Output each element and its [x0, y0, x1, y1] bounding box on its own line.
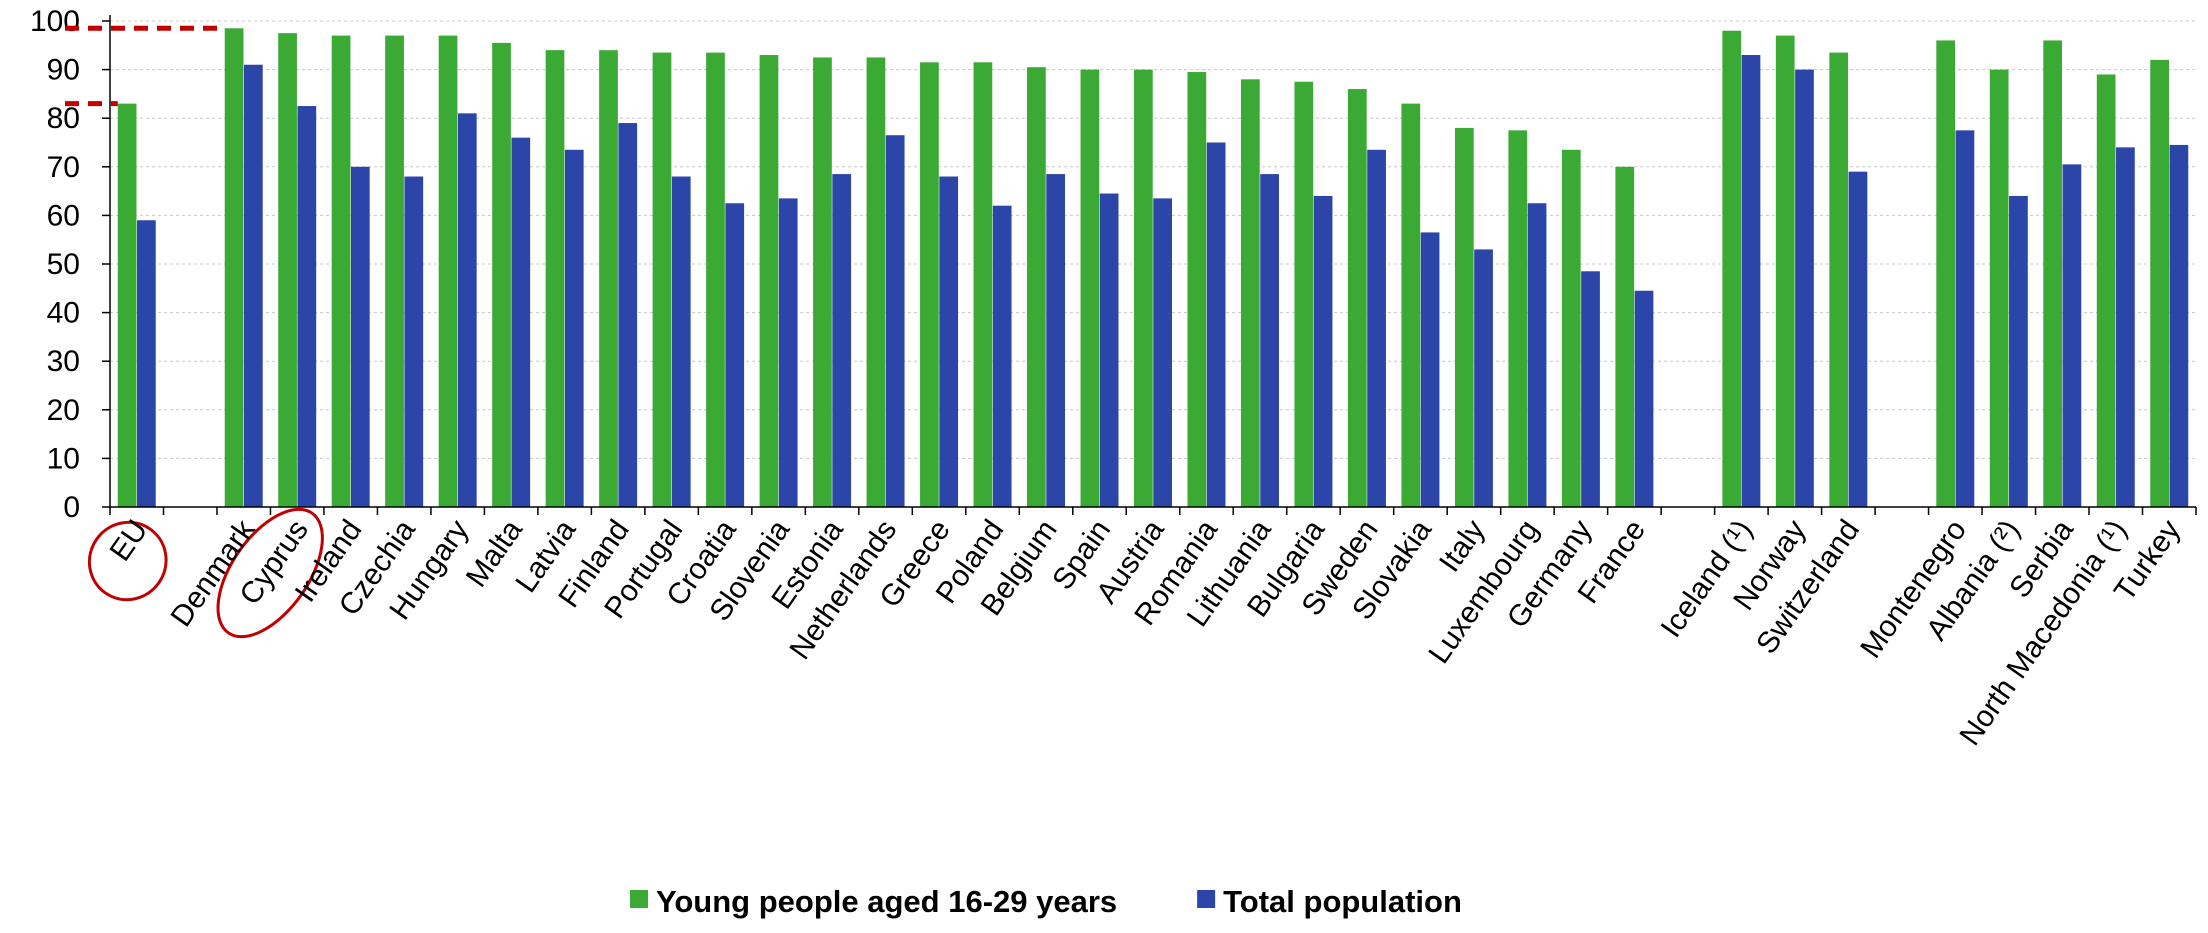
bars [117, 28, 2189, 508]
bar-young-people [1615, 166, 1635, 508]
bar-total-population [2116, 147, 2135, 508]
legend-swatch [630, 890, 648, 908]
y-tick-label: 80 [47, 102, 80, 135]
bar-total-population [1046, 174, 1066, 507]
bar-total-population [778, 198, 798, 507]
bar-total-population [832, 174, 852, 507]
bar-young-people [2096, 74, 2116, 508]
bar-total-population [939, 176, 959, 507]
bar-young-people [2150, 59, 2169, 507]
bar-total-population [1741, 55, 1761, 508]
bar-total-population [243, 64, 263, 508]
bar-young-people [1240, 79, 1260, 507]
bar-total-population [1795, 69, 1814, 507]
bar-total-population [404, 176, 424, 507]
bar-young-people [117, 103, 137, 508]
highlight-ellipse [87, 520, 168, 602]
bar-total-population [1634, 290, 1654, 507]
bar-total-population [2009, 195, 2028, 507]
bar-young-people [1027, 67, 1046, 508]
bar-young-people [1294, 81, 1314, 507]
bar-young-people [866, 57, 886, 507]
y-tick-label: 0 [63, 491, 80, 524]
bar-young-people [492, 42, 511, 508]
bar-young-people [1080, 69, 1100, 507]
bar-total-population [564, 149, 584, 508]
y-tick-label: 20 [47, 394, 80, 427]
bar-total-population [1260, 174, 1279, 507]
bar-total-population [1955, 130, 1975, 507]
bar-total-population [725, 203, 745, 507]
bar-young-people [599, 50, 618, 507]
bar-young-people [1722, 30, 1742, 507]
axes [102, 15, 2197, 515]
bar-young-people [438, 35, 458, 507]
bar-young-people [920, 62, 939, 508]
bar-total-population [1367, 149, 1386, 508]
bar-total-population [2062, 164, 2082, 507]
bar-total-population [992, 205, 1012, 507]
bar-total-population [297, 106, 317, 508]
legend: Young people aged 16-29 years Total popul… [630, 884, 1462, 919]
y-axis-ticks: 0 10 20 30 40 50 60 70 80 90 100 [30, 5, 80, 524]
y-tick-label: 90 [47, 54, 80, 87]
legend-label: Total population [1223, 884, 1462, 919]
bar-young-people [224, 28, 244, 507]
bar-total-population [1420, 232, 1440, 507]
x-category-label: EU [104, 514, 155, 567]
y-tick-label: 60 [47, 199, 80, 232]
bar-total-population [350, 166, 370, 508]
bar-young-people [706, 52, 725, 508]
bar-young-people [1187, 72, 1207, 507]
y-tick-label: 70 [47, 151, 80, 184]
y-tick-label: 10 [47, 442, 80, 475]
bar-young-people [1134, 69, 1153, 507]
bar-total-population [1848, 171, 1868, 507]
bar-total-population [1206, 142, 1226, 507]
legend-swatch [1197, 890, 1216, 908]
y-tick-label: 50 [47, 248, 80, 281]
bar-young-people [652, 52, 672, 508]
bar-young-people [1936, 40, 1956, 507]
bar-young-people [331, 35, 351, 507]
bar-total-population [1313, 195, 1333, 507]
legend-label: Young people aged 16-29 years [656, 884, 1117, 919]
bar-total-population [1527, 203, 1547, 507]
bar-young-people [1508, 130, 1528, 507]
bar-total-population [2169, 144, 2189, 507]
bar-young-people [813, 57, 832, 507]
bar-young-people [759, 55, 779, 508]
bar-young-people [385, 35, 404, 507]
bar-young-people [1401, 103, 1421, 508]
bar-young-people [1775, 35, 1795, 507]
bar-young-people [545, 50, 565, 507]
bar-total-population [618, 123, 638, 507]
bar-young-people [1347, 89, 1367, 507]
bar-total-population [885, 135, 905, 507]
y-tick-label: 40 [47, 297, 80, 330]
y-tick-label: 100 [30, 5, 80, 38]
bar-total-population [1474, 249, 1493, 508]
bar-young-people [1561, 149, 1581, 508]
category-labels: EU DenmarkCyprusIrelandCzechiaHungaryMalt… [104, 513, 2187, 751]
bar-young-people [2043, 40, 2063, 507]
bar-total-population [1581, 271, 1600, 507]
bar-young-people [278, 33, 297, 508]
bar-young-people [973, 62, 993, 508]
bar-total-population [671, 176, 691, 507]
annotations [65, 25, 324, 639]
bar-total-population [1099, 193, 1119, 507]
bar-young-people [1454, 127, 1474, 508]
bar-total-population [511, 137, 531, 507]
bar-young-people [1989, 69, 2009, 507]
highlight-ellipse [216, 507, 324, 639]
bar-total-population [137, 220, 156, 507]
y-tick-label: 30 [47, 345, 80, 378]
bar-total-population [457, 113, 477, 507]
bar-total-population [1153, 198, 1172, 507]
bar-young-people [1829, 52, 1849, 508]
